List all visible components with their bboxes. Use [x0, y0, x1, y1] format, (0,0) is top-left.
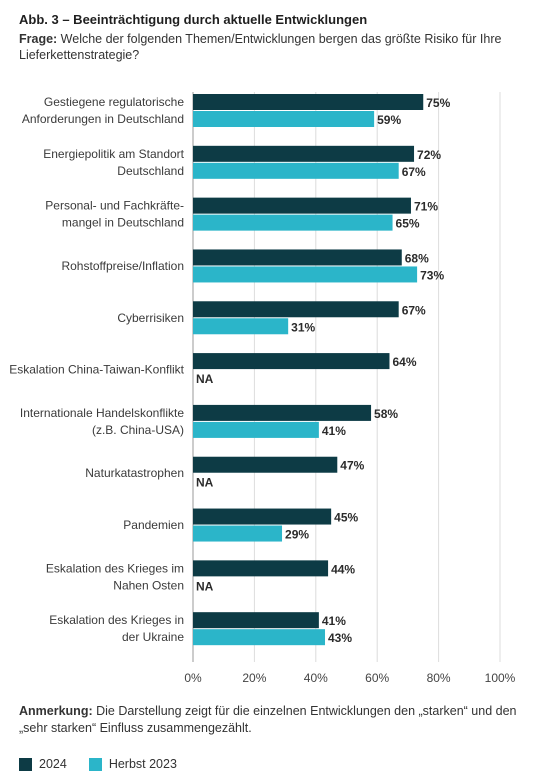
bar [193, 162, 399, 179]
data-label: 45% [334, 511, 358, 525]
bar [193, 560, 329, 577]
bar [193, 214, 393, 231]
bar [193, 612, 319, 629]
bar [193, 266, 418, 283]
bar [193, 404, 372, 421]
category-label: Rohstoffpreise/Inflation [61, 259, 184, 273]
legend-swatch-2024 [19, 757, 32, 771]
category-label: Naturkatastrophen [85, 466, 184, 480]
question-lead: Frage: [19, 32, 58, 46]
data-label: 41% [322, 424, 346, 438]
category-label: Internationale Handelskonflikte [20, 406, 184, 420]
question-text: Welche der folgenden Themen/Entwicklunge… [19, 32, 502, 62]
category-label: Pandemien [123, 518, 184, 532]
data-label: 68% [405, 251, 429, 265]
category-label: mangel in Deutschland [62, 216, 184, 230]
category-label: Eskalation des Krieges in [49, 613, 184, 627]
data-label: 67% [402, 303, 426, 317]
bar [193, 111, 375, 127]
data-label: 64% [392, 355, 416, 369]
data-label: 47% [340, 459, 364, 473]
data-label: 59% [377, 113, 401, 127]
na-label: NA [196, 372, 214, 386]
bar [193, 318, 289, 335]
bar [193, 421, 319, 438]
chart-question: Frage: Welche der folgenden Themen/Entwi… [19, 31, 519, 63]
na-label: NA [196, 579, 214, 593]
chart-title: Abb. 3 – Beeinträchtigung durch aktuelle… [19, 12, 368, 27]
bar [193, 249, 402, 266]
category-label: der Ukraine [122, 630, 184, 644]
legend-item-herbst-2023: Herbst 2023 [88, 757, 177, 771]
bar [193, 145, 415, 162]
legend-item-2024: 2024 [19, 757, 67, 771]
data-label: 75% [426, 96, 450, 110]
na-label: NA [196, 476, 214, 490]
x-tick-label: 80% [427, 671, 451, 685]
data-label: 73% [420, 268, 444, 282]
note-lead: Anmerkung: [19, 704, 93, 718]
data-label: 72% [417, 148, 441, 162]
data-label: 44% [331, 562, 355, 576]
category-label: Eskalation des Krieges im [46, 561, 184, 575]
bar [193, 353, 390, 370]
x-tick-label: 60% [365, 671, 389, 685]
category-label: Nahen Osten [113, 578, 184, 592]
bar [193, 525, 283, 542]
category-label: Deutschland [117, 164, 184, 178]
category-label: Cyberrisiken [117, 311, 184, 325]
legend-swatch-herbst-2023 [88, 757, 102, 771]
bar-chart: 0% 20% 40% 60% 80% 100% Gestiegene regulatoris… [9, 92, 516, 685]
category-label: Anforderungen in Deutschland [22, 112, 184, 126]
x-tick-label: 40% [304, 671, 328, 685]
category-label: Gestiegene regulatorische [44, 95, 184, 109]
legend-label-2024: 2024 [39, 757, 67, 771]
category-label: Energiepolitik am Standort [43, 147, 184, 161]
category-label: Personal- und Fachkräfte- [45, 199, 184, 213]
category-label: (z.B. China-USA) [92, 423, 184, 437]
data-label: 58% [374, 407, 398, 421]
data-label: 29% [285, 528, 309, 542]
x-tick-label: 20% [242, 671, 266, 685]
note-text: Die Darstellung zeigt für die einzelnen … [19, 704, 517, 735]
data-label: 71% [414, 200, 438, 214]
category-label: Eskalation China-Taiwan-Konflikt [9, 363, 184, 377]
bar [193, 508, 332, 525]
data-label: 43% [328, 631, 352, 645]
x-tick-label: 100% [485, 671, 516, 685]
data-label: 31% [291, 320, 315, 334]
data-label: 65% [396, 217, 420, 231]
legend-label-herbst-2023: Herbst 2023 [108, 757, 177, 771]
bar [193, 629, 326, 646]
bar [193, 94, 424, 110]
chart-note: Anmerkung: Die Darstellung zeigt für die… [19, 703, 524, 737]
bar [193, 197, 411, 214]
bar [193, 456, 338, 473]
data-label: 41% [322, 614, 346, 628]
x-tick-label: 0% [184, 671, 202, 685]
legend: 2024 Herbst 2023 [19, 757, 199, 771]
data-label: 67% [402, 165, 426, 179]
bar [193, 301, 399, 318]
